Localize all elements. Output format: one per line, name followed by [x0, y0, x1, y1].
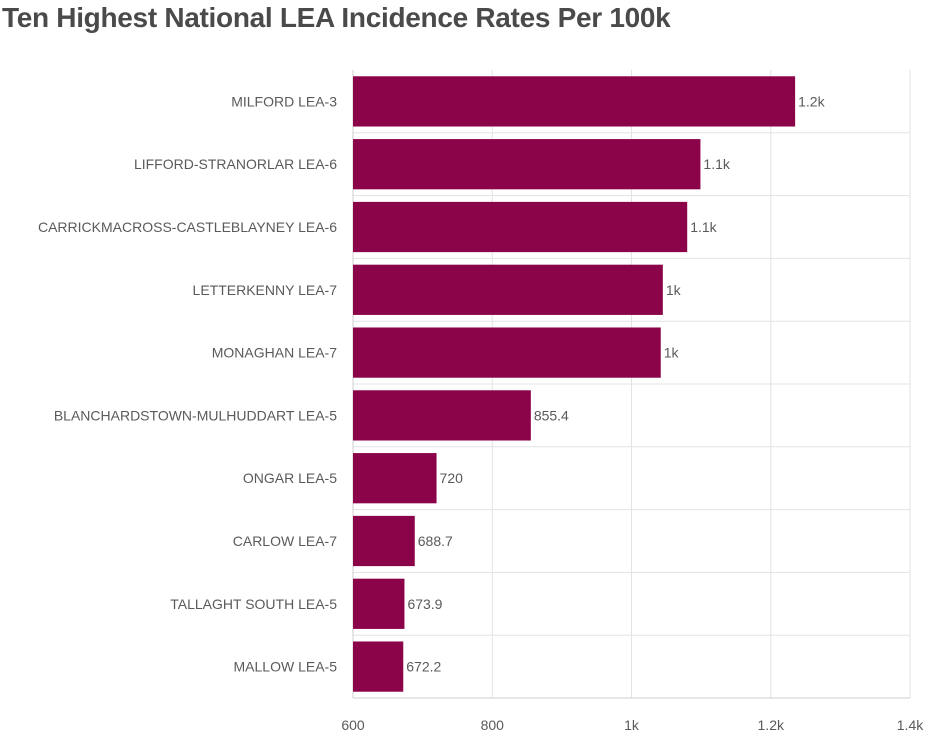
- data-label: 1k: [666, 282, 682, 298]
- bar[interactable]: [353, 201, 688, 253]
- data-label: 1.1k: [703, 156, 730, 172]
- bar[interactable]: [353, 515, 415, 567]
- category-label: TALLAGHT SOUTH LEA-5: [170, 596, 337, 612]
- category-label: LETTERKENNY LEA-7: [193, 282, 338, 298]
- bar[interactable]: [353, 453, 437, 504]
- x-tick-label: 1.2k: [758, 717, 785, 733]
- data-label: 1.2k: [798, 93, 825, 109]
- bar[interactable]: [353, 264, 663, 315]
- data-label: 1k: [664, 345, 680, 361]
- x-tick-label: 1k: [624, 717, 640, 733]
- category-label: CARRICKMACROSS-CASTLEBLAYNEY LEA-6: [38, 219, 337, 235]
- data-label: 688.7: [418, 533, 453, 549]
- category-label: MILFORD LEA-3: [231, 93, 337, 109]
- x-tick-label: 1.4k: [897, 717, 924, 733]
- bar[interactable]: [353, 390, 531, 441]
- x-tick-label: 600: [341, 717, 365, 733]
- category-label: MALLOW LEA-5: [234, 659, 338, 675]
- data-label: 672.2: [406, 659, 441, 675]
- bar[interactable]: [353, 327, 661, 378]
- bar[interactable]: [353, 578, 405, 629]
- category-label: ONGAR LEA-5: [243, 470, 337, 486]
- data-label: 1.1k: [690, 219, 717, 235]
- bar[interactable]: [353, 641, 404, 692]
- category-label: CARLOW LEA-7: [233, 533, 337, 549]
- bar[interactable]: [353, 139, 701, 190]
- category-label: MONAGHAN LEA-7: [212, 345, 337, 361]
- bar[interactable]: [353, 76, 796, 127]
- category-label: BLANCHARDSTOWN-MULHUDDART LEA-5: [54, 407, 337, 423]
- chart-title: Ten Highest National LEA Incidence Rates…: [2, 2, 671, 33]
- data-label: 720: [440, 470, 464, 486]
- category-label: LIFFORD-STRANORLAR LEA-6: [134, 156, 337, 172]
- x-tick-label: 800: [481, 717, 505, 733]
- data-label: 673.9: [407, 596, 442, 612]
- data-label: 855.4: [534, 407, 569, 423]
